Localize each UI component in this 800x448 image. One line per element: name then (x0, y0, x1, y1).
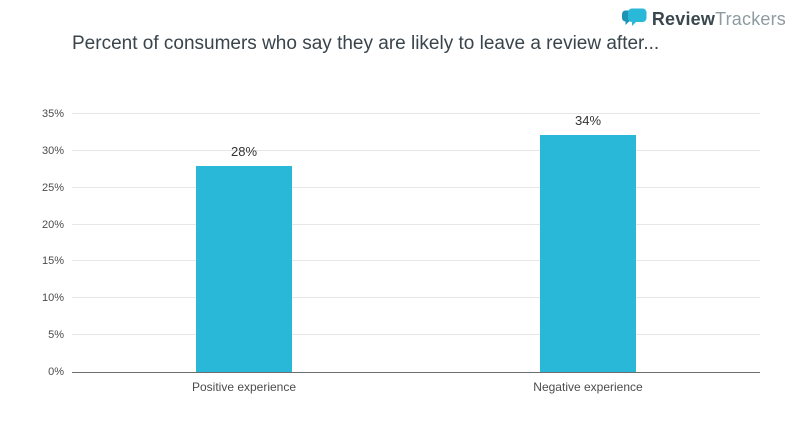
chat-bubble-icon (621, 8, 647, 29)
brand-name-review: Review (651, 8, 716, 29)
y-tick-label: 5% (48, 329, 64, 342)
x-axis-labels: Positive experience Negative experience (72, 373, 760, 394)
y-tick-label: 15% (41, 255, 64, 268)
gridline (72, 186, 760, 188)
brand-name: ReviewTrackers (652, 10, 786, 28)
gridline (72, 334, 760, 336)
bar-value-label: 28% (230, 143, 258, 159)
bar-group: 28% (72, 114, 416, 372)
bar-chart: 28% 34% 0% 5% 10% 15% 20% 25% 30% 35% Positive e… (42, 108, 760, 394)
x-axis-label: Negative experience (533, 380, 643, 394)
gridline (72, 113, 760, 114)
y-tick-label: 35% (41, 108, 64, 120)
y-tick-label: 0% (48, 366, 64, 378)
gridline (72, 260, 760, 262)
y-tick-label: 25% (41, 181, 64, 194)
bar (196, 165, 292, 372)
x-axis-label: Positive experience (191, 380, 297, 394)
bar-group: 34% (416, 114, 760, 372)
plot-area: 28% 34% 0% 5% 10% 15% 20% 25% 30% 35% (42, 108, 760, 378)
brand-name-trackers: Trackers (715, 8, 786, 29)
gridline (72, 297, 760, 299)
bar (540, 135, 636, 372)
chart-title: Percent of consumers who say they are li… (72, 33, 660, 54)
gridline (72, 223, 760, 225)
y-tick-label: 30% (41, 144, 64, 157)
bars-row: 28% 34% (72, 114, 760, 372)
y-tick-label: 10% (41, 292, 64, 305)
brand-logo: ReviewTrackers (621, 8, 786, 29)
gridline (72, 149, 760, 151)
y-tick-label: 20% (41, 218, 64, 231)
bar-value-label: 34% (574, 113, 602, 128)
